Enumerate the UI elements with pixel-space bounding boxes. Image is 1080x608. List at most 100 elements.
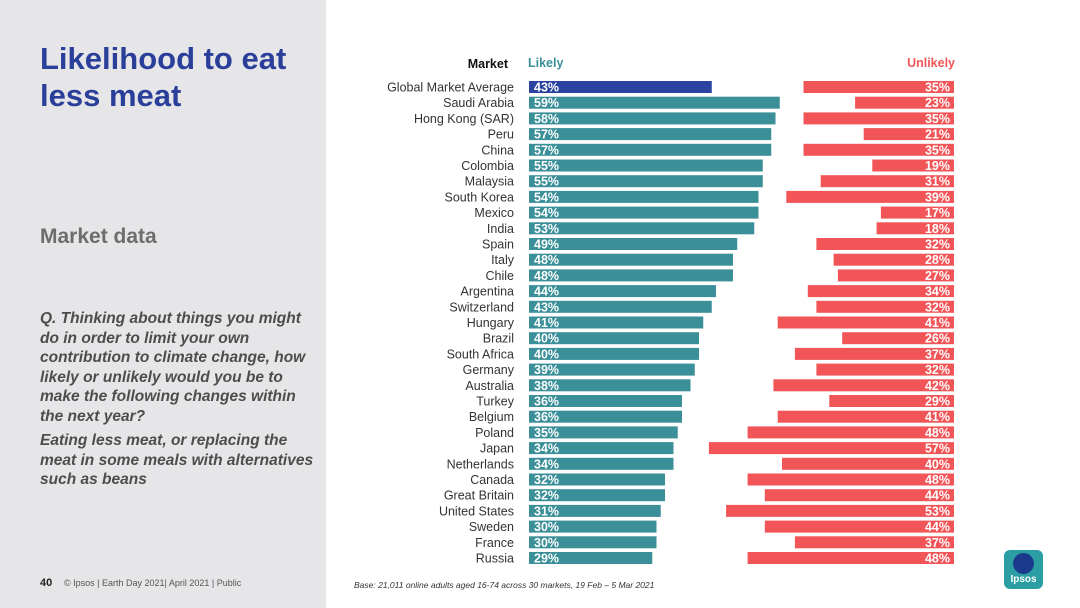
category-label: India — [487, 222, 514, 236]
likely-value-label: 58% — [534, 112, 559, 126]
likely-bar — [529, 552, 653, 564]
unlikely-value-label: 23% — [925, 96, 950, 110]
unlikely-bar — [803, 112, 954, 125]
likely-bar — [529, 128, 772, 141]
category-label: Colombia — [461, 159, 514, 173]
unlikely-bar — [803, 81, 954, 93]
unlikely-bar — [747, 473, 954, 486]
unlikely-value-label: 48% — [925, 426, 950, 440]
logo-circle-icon — [1013, 553, 1034, 574]
likely-bar — [529, 410, 682, 423]
likely-value-label: 59% — [534, 96, 559, 110]
unlikely-value-label: 29% — [925, 395, 950, 409]
unlikely-value-label: 48% — [925, 552, 950, 566]
page-number: 40 — [40, 577, 53, 589]
likely-bar — [529, 316, 704, 329]
likely-bar — [529, 347, 699, 360]
likely-value-label: 55% — [534, 159, 559, 173]
likely-bar — [529, 253, 733, 266]
category-label: South Africa — [447, 347, 514, 361]
likely-bar — [529, 536, 657, 549]
unlikely-value-label: 34% — [925, 285, 950, 299]
category-label: Japan — [480, 442, 514, 456]
unlikely-value-label: 41% — [925, 316, 950, 330]
category-label: Switzerland — [449, 300, 514, 314]
likely-value-label: 36% — [534, 395, 559, 409]
likely-value-label: 32% — [534, 473, 559, 487]
unlikely-bar — [794, 347, 954, 360]
likely-value-label: 32% — [534, 489, 559, 503]
likely-bar — [529, 222, 755, 235]
page-title: Likelihood to eat less meat — [40, 41, 287, 113]
category-label: Australia — [465, 379, 514, 393]
likely-value-label: 48% — [534, 269, 559, 283]
unlikely-value-label: 18% — [925, 222, 950, 236]
copyright-footer: © Ipsos | Earth Day 2021| April 2021 | P… — [64, 578, 242, 588]
likely-bar — [529, 81, 712, 93]
unlikely-bar — [855, 96, 954, 109]
category-label: Belgium — [469, 410, 514, 424]
likely-value-label: 44% — [534, 285, 559, 299]
unlikely-bar — [816, 238, 954, 250]
category-label: China — [481, 143, 514, 157]
likely-value-label: 57% — [534, 128, 559, 142]
likely-bar — [529, 489, 665, 502]
category-label: Saudi Arabia — [443, 96, 514, 110]
likely-bar — [529, 269, 733, 282]
category-label: Germany — [463, 363, 515, 377]
likely-value-label: 40% — [534, 332, 559, 346]
category-label: Russia — [476, 552, 514, 566]
unlikely-value-label: 57% — [925, 442, 950, 456]
likely-value-label: 54% — [534, 190, 559, 204]
likely-value-label: 57% — [534, 143, 559, 157]
unlikely-bar — [872, 159, 954, 172]
category-label: Brazil — [483, 332, 514, 346]
likely-bar — [529, 112, 776, 125]
unlikely-bar — [863, 128, 954, 141]
likely-bar — [529, 442, 674, 455]
category-label: Hong Kong (SAR) — [414, 112, 514, 126]
likely-bar — [529, 457, 674, 470]
likely-bar — [529, 238, 738, 250]
unlikely-bar — [880, 206, 954, 219]
survey-item: Eating less meat, or replacing the meat … — [40, 432, 314, 488]
unlikely-value-label: 26% — [925, 332, 950, 346]
header-unlikely: Unlikely — [907, 56, 955, 70]
likely-bar — [529, 426, 678, 439]
category-label: Turkey — [476, 395, 514, 409]
header-market: Market — [468, 57, 509, 71]
likely-bar — [529, 379, 691, 392]
likely-value-label: 35% — [534, 426, 559, 440]
unlikely-value-label: 37% — [925, 347, 950, 361]
likely-bar — [529, 159, 763, 172]
survey-question: Q. Thinking about things you might do in… — [40, 310, 306, 425]
likely-bar — [529, 395, 682, 407]
likely-value-label: 43% — [534, 300, 559, 314]
category-label: Hungary — [467, 316, 515, 330]
unlikely-bar — [773, 379, 954, 392]
likely-bar — [529, 520, 657, 533]
unlikely-value-label: 31% — [925, 175, 950, 189]
unlikely-value-label: 48% — [925, 473, 950, 487]
likely-value-label: 40% — [534, 347, 559, 361]
unlikely-value-label: 44% — [925, 520, 950, 534]
category-label: Global Market Average — [387, 81, 514, 95]
unlikely-bar — [764, 520, 954, 533]
unlikely-bar — [833, 253, 954, 266]
likely-bar — [529, 175, 763, 188]
likely-bar — [529, 96, 780, 109]
likely-value-label: 34% — [534, 457, 559, 471]
unlikely-value-label: 28% — [925, 253, 950, 267]
unlikely-bar — [803, 143, 954, 156]
unlikely-bar — [747, 426, 954, 439]
likely-bar — [529, 300, 712, 313]
unlikely-value-label: 35% — [925, 112, 950, 126]
unlikely-value-label: 41% — [925, 410, 950, 424]
likely-value-label: 39% — [534, 363, 559, 377]
likely-value-label: 30% — [534, 520, 559, 534]
unlikely-bar — [816, 363, 954, 376]
unlikely-value-label: 27% — [925, 269, 950, 283]
likely-value-label: 54% — [534, 206, 559, 220]
unlikely-bar — [726, 504, 954, 517]
unlikely-value-label: 40% — [925, 457, 950, 471]
